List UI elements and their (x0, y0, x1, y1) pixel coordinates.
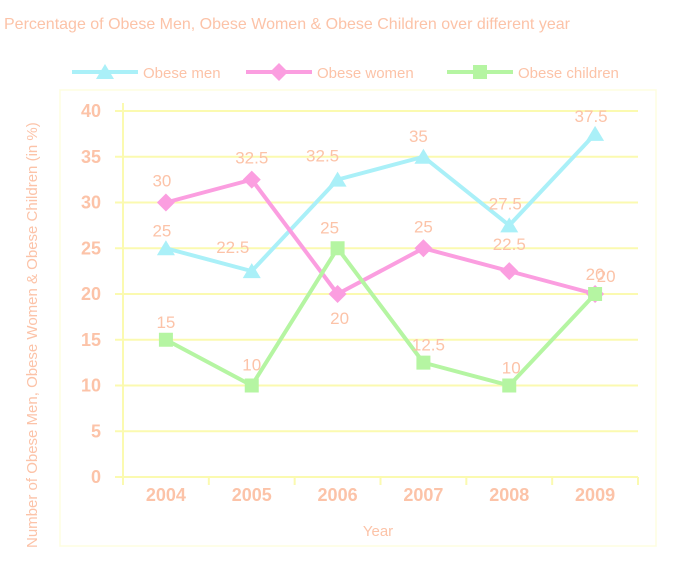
series-line (165, 132, 597, 274)
data-point (328, 285, 347, 303)
y-tick-label: 10 (81, 376, 101, 396)
data-point (244, 378, 259, 393)
data-point (156, 240, 175, 256)
y-tick-label: 5 (91, 421, 101, 441)
data-point (330, 241, 345, 256)
data-label: 25 (152, 221, 171, 240)
data-point (242, 263, 261, 279)
y-axis-title: Number of Obese Men, Obese Women & Obese… (24, 122, 41, 548)
data-label: 15 (156, 313, 175, 332)
data-label: 10 (242, 356, 261, 375)
x-axis-title: Year (363, 523, 393, 540)
data-point (328, 171, 347, 187)
data-label: 37.5 (575, 107, 608, 126)
data-point (414, 239, 433, 258)
y-tick-label: 0 (91, 467, 101, 487)
legend-label: Obese men (143, 65, 221, 82)
series-line (164, 246, 597, 388)
data-label: 22.5 (493, 235, 526, 254)
data-point (158, 332, 173, 347)
x-tick-label: 2005 (232, 485, 272, 505)
data-label: 10 (502, 359, 521, 378)
data-point (586, 125, 605, 141)
y-tick-label: 20 (81, 284, 101, 304)
y-tick-label: 35 (81, 147, 101, 167)
chart-border (59, 89, 657, 547)
data-label: 27.5 (489, 194, 522, 213)
x-tick-label: 2004 (146, 485, 186, 505)
data-label: 35 (409, 127, 428, 146)
legend: Obese men Obese women Obese children (72, 63, 619, 82)
legend-marker (96, 64, 114, 79)
y-tick-label: 40 (81, 101, 101, 121)
data-label: 20 (597, 267, 616, 286)
data-point (156, 193, 175, 212)
data-label: 12.5 (412, 336, 445, 355)
x-tick-label: 2007 (403, 485, 443, 505)
data-point (502, 378, 517, 393)
data-point (500, 217, 519, 233)
data-point (416, 355, 431, 370)
data-label: 32.5 (306, 147, 339, 166)
legend-label: Obese children (518, 65, 619, 82)
x-tick-label: 2008 (489, 485, 529, 505)
data-labels: 25 22.5 32.5 35 27.5 37.5 30 32.5 20 25 22.5 20 15 10… (152, 107, 615, 378)
y-tick-label: 30 (81, 193, 101, 213)
y-tick-label: 25 (81, 238, 101, 258)
y-tick-label: 15 (81, 330, 101, 350)
data-label: 22.5 (216, 238, 249, 257)
data-label: 20 (586, 265, 605, 284)
legend-label: Obese women (317, 65, 414, 82)
data-point (414, 148, 433, 164)
chart-title: Percentage of Obese Men, Obese Women & O… (4, 16, 571, 33)
legend-marker (473, 65, 487, 79)
data-label: 30 (152, 172, 171, 191)
grid-lines (123, 110, 638, 433)
data-label: 32.5 (235, 149, 268, 168)
data-point (588, 287, 603, 301)
x-tick-label: 2009 (575, 485, 615, 505)
axes: 0 5 10 15 20 25 30 35 40 2004 2005 2006 2007 2008 2009 (81, 101, 639, 505)
data-point (242, 170, 261, 189)
legend-marker (270, 63, 288, 81)
series-markers (156, 125, 605, 393)
x-tick-label: 2006 (318, 485, 358, 505)
series-lines (164, 132, 597, 388)
data-label: 25 (414, 217, 433, 236)
data-point (500, 262, 519, 281)
series-line (165, 177, 596, 296)
data-label: 25 (320, 218, 339, 237)
data-label: 20 (330, 309, 349, 328)
